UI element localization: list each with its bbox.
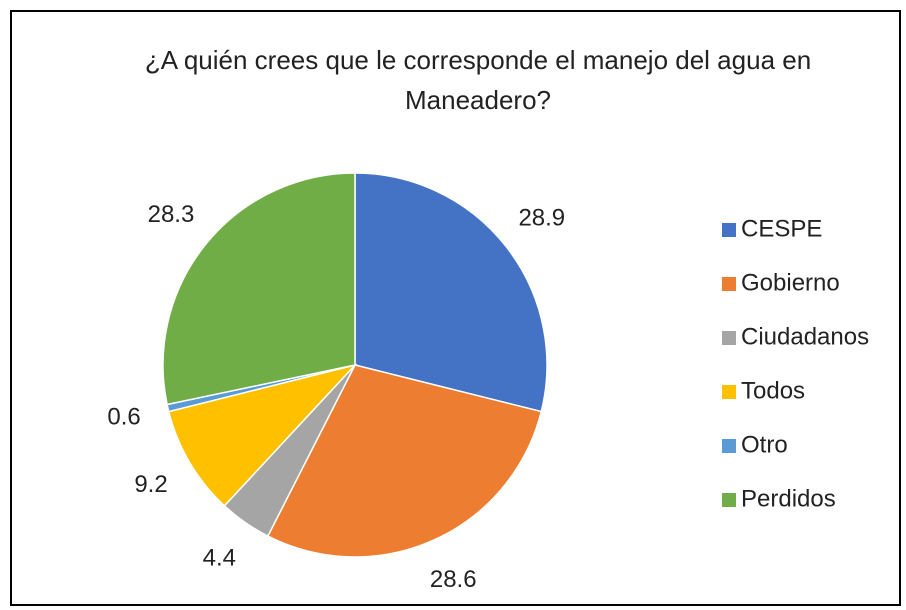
data-label: 28.3: [148, 201, 195, 228]
legend-label: CESPE: [741, 215, 822, 242]
data-label: 4.4: [203, 545, 236, 572]
legend-swatch: [722, 439, 736, 453]
pie-slice: [162, 172, 356, 406]
legend-label: Gobierno: [741, 269, 840, 296]
legend-swatch: [722, 277, 736, 291]
legend-swatch: [722, 385, 736, 399]
data-label: 9.2: [134, 471, 167, 498]
pie-slice: [354, 172, 548, 413]
legend-swatch: [722, 493, 736, 507]
legend-label: Todos: [741, 377, 805, 404]
data-label: 28.6: [430, 566, 477, 593]
legend-swatch: [722, 331, 736, 345]
legend-label: Otro: [741, 431, 788, 458]
chart-title: ¿A quién crees que le corresponde el man…: [144, 45, 812, 115]
legend-swatch: [722, 223, 736, 237]
legend-label: Ciudadanos: [741, 323, 869, 350]
pie-slice: [266, 364, 543, 558]
data-label: 0.6: [107, 403, 140, 430]
legend-label: Perdidos: [741, 485, 836, 512]
data-label: 28.9: [518, 204, 565, 231]
